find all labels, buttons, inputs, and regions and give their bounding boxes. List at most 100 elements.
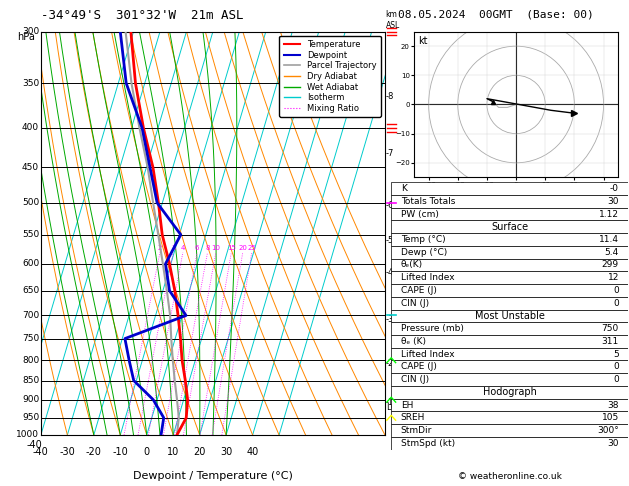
Text: -34°49'S  301°32'W  21m ASL: -34°49'S 301°32'W 21m ASL [41, 9, 243, 22]
Text: 850: 850 [22, 376, 39, 385]
Text: 12: 12 [608, 273, 619, 282]
Text: -40: -40 [33, 447, 49, 457]
Text: 25: 25 [247, 245, 256, 251]
FancyBboxPatch shape [391, 233, 628, 246]
Text: 950: 950 [22, 413, 39, 422]
Text: 650: 650 [22, 286, 39, 295]
Text: 450: 450 [22, 163, 39, 172]
Text: Totals Totals: Totals Totals [401, 197, 455, 206]
Text: 1000: 1000 [16, 431, 39, 439]
Text: -30: -30 [60, 447, 75, 457]
FancyBboxPatch shape [391, 297, 628, 310]
Text: EH: EH [401, 400, 413, 410]
Text: 0: 0 [613, 375, 619, 384]
Text: 3: 3 [171, 245, 175, 251]
FancyBboxPatch shape [391, 411, 628, 424]
Text: 2: 2 [158, 245, 162, 251]
Text: kt: kt [418, 36, 428, 46]
Text: 0: 0 [143, 447, 150, 457]
Text: -7: -7 [386, 149, 394, 158]
Text: 08.05.2024  00GMT  (Base: 00): 08.05.2024 00GMT (Base: 00) [398, 9, 593, 19]
FancyBboxPatch shape [391, 386, 628, 399]
FancyBboxPatch shape [391, 335, 628, 347]
Text: StmSpd (kt): StmSpd (kt) [401, 439, 455, 448]
Text: 0: 0 [613, 363, 619, 371]
FancyBboxPatch shape [391, 284, 628, 297]
FancyBboxPatch shape [391, 437, 628, 450]
Text: θₑ (K): θₑ (K) [401, 337, 426, 346]
FancyBboxPatch shape [391, 347, 628, 361]
Text: 8: 8 [205, 245, 209, 251]
Text: -20: -20 [86, 447, 102, 457]
Text: CAPE (J): CAPE (J) [401, 363, 437, 371]
FancyBboxPatch shape [391, 373, 628, 386]
FancyBboxPatch shape [391, 208, 628, 221]
Text: Dewpoint / Temperature (°C): Dewpoint / Temperature (°C) [133, 471, 293, 481]
FancyBboxPatch shape [391, 399, 628, 411]
FancyBboxPatch shape [391, 322, 628, 335]
Text: SREH: SREH [401, 413, 425, 422]
Text: Hodograph: Hodograph [483, 387, 537, 397]
FancyBboxPatch shape [391, 259, 628, 271]
Text: 299: 299 [602, 260, 619, 269]
Text: Lifted Index: Lifted Index [401, 349, 454, 359]
Text: 10: 10 [167, 447, 179, 457]
Text: 20: 20 [238, 245, 247, 251]
Text: 0: 0 [613, 299, 619, 308]
Text: -1: -1 [386, 398, 394, 407]
Text: 750: 750 [22, 334, 39, 343]
FancyBboxPatch shape [391, 195, 628, 208]
Text: Lifted Index: Lifted Index [401, 273, 454, 282]
Text: CIN (J): CIN (J) [401, 375, 429, 384]
Text: 11.4: 11.4 [599, 235, 619, 244]
Text: 700: 700 [22, 311, 39, 320]
Text: 900: 900 [22, 395, 39, 404]
FancyBboxPatch shape [391, 361, 628, 373]
FancyBboxPatch shape [391, 310, 628, 322]
Text: 1.12: 1.12 [599, 209, 619, 219]
Text: 40: 40 [247, 447, 259, 457]
Text: km
ASL: km ASL [386, 10, 400, 30]
Text: PW (cm): PW (cm) [401, 209, 438, 219]
Text: 600: 600 [22, 260, 39, 268]
Text: 311: 311 [601, 337, 619, 346]
Text: -8: -8 [386, 92, 394, 101]
Text: hPa: hPa [17, 32, 35, 42]
Text: Mixing Ratio (g/kg): Mixing Ratio (g/kg) [415, 193, 424, 273]
FancyBboxPatch shape [391, 271, 628, 284]
Text: 500: 500 [22, 198, 39, 207]
Text: -4: -4 [386, 268, 394, 277]
Text: 750: 750 [601, 324, 619, 333]
Text: θₑ(K): θₑ(K) [401, 260, 423, 269]
Text: 300°: 300° [597, 426, 619, 435]
Text: 20: 20 [194, 447, 206, 457]
Text: CIN (J): CIN (J) [401, 299, 429, 308]
Text: -10: -10 [113, 447, 128, 457]
Text: 15: 15 [227, 245, 236, 251]
FancyBboxPatch shape [391, 424, 628, 437]
Text: 30: 30 [608, 439, 619, 448]
Text: CAPE (J): CAPE (J) [401, 286, 437, 295]
Text: -6: -6 [386, 201, 394, 210]
FancyBboxPatch shape [391, 182, 628, 195]
Text: -3: -3 [386, 315, 394, 324]
Text: LCL: LCL [386, 402, 401, 412]
Text: 4: 4 [181, 245, 185, 251]
Legend: Temperature, Dewpoint, Parcel Trajectory, Dry Adiabat, Wet Adiabat, Isotherm, Mi: Temperature, Dewpoint, Parcel Trajectory… [279, 36, 381, 117]
Text: 0: 0 [613, 286, 619, 295]
Text: -40: -40 [26, 440, 43, 450]
Text: Temp (°C): Temp (°C) [401, 235, 445, 244]
Text: -5: -5 [386, 236, 394, 244]
Text: © weatheronline.co.uk: © weatheronline.co.uk [458, 472, 562, 481]
Text: K: K [401, 184, 406, 193]
Text: 30: 30 [220, 447, 232, 457]
Text: 5: 5 [613, 349, 619, 359]
Text: 38: 38 [608, 400, 619, 410]
Text: 30: 30 [608, 197, 619, 206]
Text: 400: 400 [22, 123, 39, 133]
Text: Surface: Surface [491, 222, 528, 232]
FancyBboxPatch shape [391, 246, 628, 259]
Text: Pressure (mb): Pressure (mb) [401, 324, 464, 333]
Text: -0: -0 [610, 184, 619, 193]
Text: 5.4: 5.4 [604, 248, 619, 257]
